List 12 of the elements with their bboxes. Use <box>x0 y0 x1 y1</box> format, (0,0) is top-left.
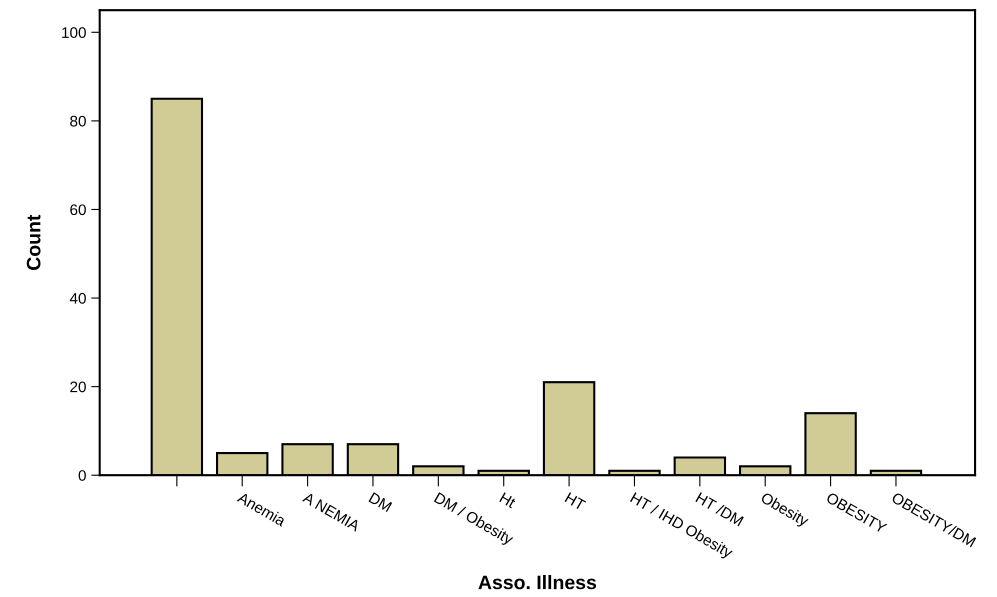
y-tick-label: 0 <box>78 470 86 481</box>
y-tick-label: 20 <box>70 381 86 392</box>
x-tick-label: Ht <box>499 492 517 508</box>
y-axis-title: Count <box>26 214 41 270</box>
x-tick-label: HT <box>564 492 586 511</box>
x-tick-label: HT /DM <box>695 492 744 526</box>
y-tick-label: 40 <box>70 292 86 304</box>
x-axis-title: Asso. Illness <box>478 574 596 590</box>
y-tick-label: 60 <box>70 204 86 216</box>
x-tick-label: DM <box>368 492 392 512</box>
y-tick-label: 80 <box>70 116 86 127</box>
y-tick-label: 100 <box>62 27 86 38</box>
